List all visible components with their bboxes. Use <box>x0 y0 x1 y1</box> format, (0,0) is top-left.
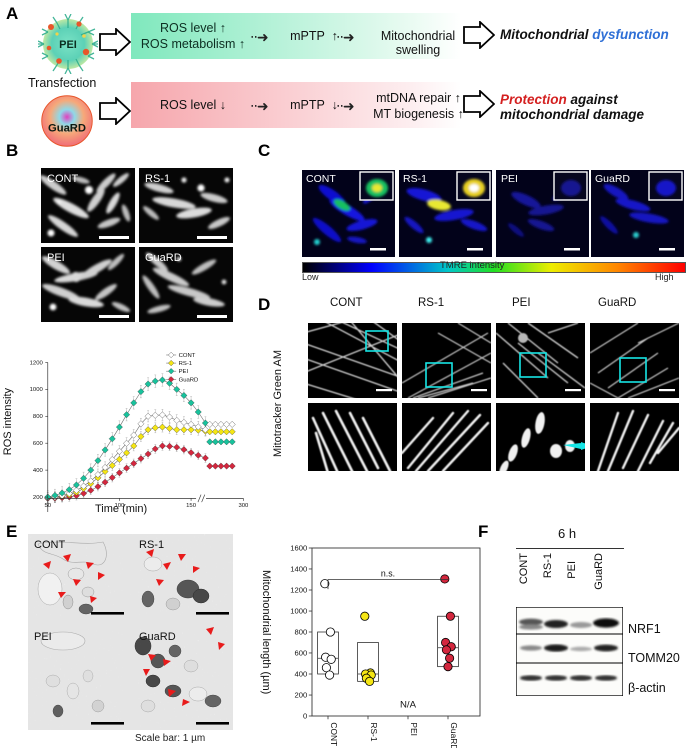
svg-text:800: 800 <box>33 414 44 420</box>
svg-text:1400: 1400 <box>290 564 307 573</box>
svg-text:1200: 1200 <box>290 585 307 594</box>
svg-text:PEI: PEI <box>47 252 65 264</box>
svg-text:RS-1: RS-1 <box>179 361 192 367</box>
svg-text:RS-1: RS-1 <box>369 722 379 741</box>
svg-text:200: 200 <box>33 495 44 501</box>
svg-text:1200: 1200 <box>30 360 44 366</box>
svg-text:RS-1: RS-1 <box>145 173 170 185</box>
svg-text:400: 400 <box>295 669 308 678</box>
svg-text:0: 0 <box>303 711 307 720</box>
svg-text:PEI: PEI <box>59 39 77 51</box>
svg-text:300: 300 <box>238 503 249 509</box>
svg-text:GuaRD: GuaRD <box>139 631 176 643</box>
svg-text:RS-1: RS-1 <box>403 173 427 185</box>
svg-text:CONT: CONT <box>306 173 336 185</box>
svg-text:n.s.: n.s. <box>381 568 395 578</box>
svg-text:600: 600 <box>33 441 44 447</box>
svg-text:CONT: CONT <box>179 353 196 359</box>
svg-text:CONT: CONT <box>34 539 65 551</box>
svg-text:50: 50 <box>44 503 51 509</box>
svg-text:GuaRD: GuaRD <box>48 122 86 134</box>
svg-text:800: 800 <box>295 627 308 636</box>
svg-text:1000: 1000 <box>290 606 307 615</box>
svg-text:CONT: CONT <box>329 722 339 746</box>
svg-text:GuaRD: GuaRD <box>179 377 199 383</box>
svg-text:150: 150 <box>186 503 197 509</box>
svg-text:RS-1: RS-1 <box>139 539 164 551</box>
svg-text:PEI: PEI <box>409 722 419 736</box>
svg-text:600: 600 <box>295 648 308 657</box>
svg-text:PEI: PEI <box>179 369 189 375</box>
svg-text:GuaRD: GuaRD <box>449 722 459 748</box>
svg-text:200: 200 <box>295 690 308 699</box>
svg-text:1000: 1000 <box>30 387 44 393</box>
svg-text:400: 400 <box>33 468 44 474</box>
svg-text:N/A: N/A <box>400 700 417 711</box>
svg-text:PEI: PEI <box>34 631 52 643</box>
svg-text:1600: 1600 <box>290 543 307 552</box>
svg-text:PEI: PEI <box>501 173 518 185</box>
svg-text:GuaRD: GuaRD <box>145 252 182 264</box>
svg-text:GuaRD: GuaRD <box>595 173 630 185</box>
svg-text:CONT: CONT <box>47 173 78 185</box>
